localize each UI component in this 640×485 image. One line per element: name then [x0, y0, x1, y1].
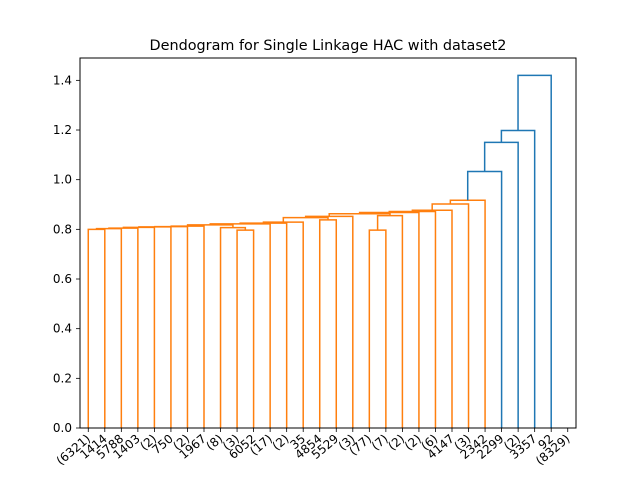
- merge-link: [358, 211, 420, 428]
- merge-link: [219, 226, 247, 428]
- chart-title: Dendogram for Single Linkage HAC with da…: [150, 38, 507, 54]
- merge-link: [239, 222, 288, 428]
- merge-link: [431, 203, 470, 428]
- merge-link: [108, 227, 139, 428]
- merge-link: [483, 141, 519, 428]
- leaf-label: (8329): [533, 432, 573, 468]
- y-tick-label: 1.2: [53, 123, 72, 137]
- dendrogram-links: [87, 74, 552, 428]
- merge-link: [318, 219, 338, 428]
- y-tick-label: 1.0: [53, 173, 72, 187]
- y-tick-label: 0.0: [53, 421, 72, 435]
- merge-link: [388, 210, 437, 428]
- merge-link: [95, 227, 123, 428]
- merge-link: [328, 212, 391, 217]
- merge-link: [236, 229, 255, 428]
- merge-link: [262, 221, 304, 428]
- merge-link: [517, 74, 552, 428]
- merge-link: [376, 214, 404, 428]
- plot-frame: [79, 57, 577, 429]
- y-tick-label: 0.6: [53, 272, 72, 286]
- merge-link: [209, 223, 271, 428]
- y-tick-label: 1.4: [53, 73, 72, 87]
- y-tick-label: 0.8: [53, 222, 72, 236]
- merge-link: [304, 215, 354, 428]
- merge-link: [368, 229, 387, 428]
- merge-link: [449, 199, 486, 428]
- x-axis: (6321)141457881403(2)750(2)1967(8)(3)605…: [54, 428, 573, 468]
- y-axis: 0.0 0.2 0.4 0.6 0.8 1.0 1.2 1.4: [53, 73, 80, 435]
- merge-link: [87, 228, 106, 428]
- merge-link: [122, 226, 156, 428]
- y-tick-label: 0.2: [53, 371, 72, 385]
- y-tick-label: 0.4: [53, 322, 72, 336]
